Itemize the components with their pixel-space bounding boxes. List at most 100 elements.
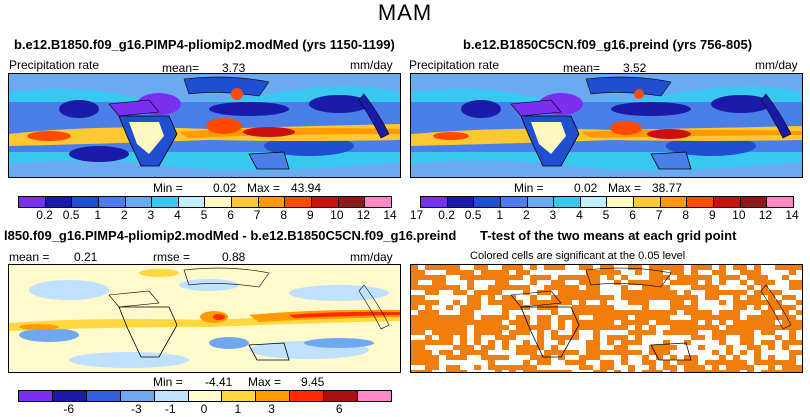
significant-cell (621, 350, 628, 355)
significant-cell (502, 305, 509, 310)
significant-cell (754, 325, 761, 330)
colorbar-swatch (222, 391, 257, 401)
significant-cell (635, 340, 642, 345)
significant-cell (796, 325, 802, 330)
significant-cell (488, 345, 495, 350)
significant-cell (726, 315, 733, 320)
significant-cell (516, 275, 523, 280)
significant-cell (691, 285, 698, 290)
significant-cell (705, 325, 712, 330)
significant-cell (733, 305, 740, 310)
significant-cell (418, 320, 425, 325)
significant-cell (474, 365, 481, 370)
significant-cell (411, 355, 418, 360)
units-top-right: mm/day (755, 58, 798, 72)
significant-cell (558, 355, 565, 360)
significant-cell (418, 350, 425, 355)
significant-cell (691, 330, 698, 335)
significant-cell (418, 295, 425, 300)
significant-cell (530, 265, 537, 270)
significant-cell (516, 330, 523, 335)
significant-cell (481, 345, 488, 350)
significant-cell (586, 265, 593, 270)
significant-cell (726, 330, 733, 335)
significant-cell (551, 345, 558, 350)
significant-cell (796, 265, 802, 270)
significant-cell (488, 300, 495, 305)
significant-cell (544, 265, 551, 270)
significant-cell (544, 305, 551, 310)
significant-cell (481, 325, 488, 330)
significant-cell (418, 355, 425, 360)
significant-cell (621, 320, 628, 325)
significant-cell (474, 295, 481, 300)
significant-cell (635, 335, 642, 340)
significant-cell (789, 340, 796, 345)
significant-cell (530, 325, 537, 330)
significant-cell (705, 280, 712, 285)
significant-cell (684, 280, 691, 285)
significant-cell (425, 290, 432, 295)
significant-cell (621, 335, 628, 340)
significant-cell (789, 320, 796, 325)
map-top-right (410, 73, 803, 178)
colorbar-tick-label: 3 (147, 208, 155, 222)
significant-cell (502, 275, 509, 280)
colorbar-swatch (285, 197, 313, 207)
significant-cell (698, 345, 705, 350)
significant-cell (565, 295, 572, 300)
significant-cell (565, 370, 572, 372)
significant-cell (558, 290, 565, 295)
significant-cell (782, 320, 789, 325)
significant-cell (789, 315, 796, 320)
significant-cell (607, 325, 614, 330)
significant-cell (663, 295, 670, 300)
significant-cell (649, 290, 656, 295)
significant-cell (446, 265, 453, 270)
significant-cell (712, 270, 719, 275)
significant-cell (670, 300, 677, 305)
significant-cell (726, 325, 733, 330)
significant-cell (516, 300, 523, 305)
significant-cell (684, 370, 691, 372)
significant-cell (754, 345, 761, 350)
significant-cell (677, 275, 684, 280)
significant-cell (544, 275, 551, 280)
significant-cell (796, 340, 802, 345)
significant-cell (446, 285, 453, 290)
significant-cell (467, 310, 474, 315)
significant-cell (698, 325, 705, 330)
significant-cell (502, 265, 509, 270)
significant-cell (460, 315, 467, 320)
significant-cell (733, 300, 740, 305)
significant-cell (628, 290, 635, 295)
significant-cell (481, 265, 488, 270)
significant-cell (733, 290, 740, 295)
significant-cell (495, 300, 502, 305)
significant-cell (488, 325, 495, 330)
significant-cell (544, 325, 551, 330)
significant-cell (656, 370, 663, 372)
max-value-bottom-left: 9.45 (301, 375, 325, 389)
significant-cell (460, 355, 467, 360)
significant-cell (593, 310, 600, 315)
colorbar-ticks-bottom-left: -6 -3 -1 0 1 3 6 (18, 402, 390, 416)
significant-cell (796, 350, 802, 355)
significant-cell (586, 270, 593, 275)
significant-cell (600, 270, 607, 275)
significant-cell (656, 290, 663, 295)
significant-cell (502, 355, 509, 360)
figure-title: MAM (377, 0, 433, 25)
significant-cell (593, 280, 600, 285)
significant-cell (600, 370, 607, 372)
significant-cell (789, 365, 796, 370)
significant-cell (446, 340, 453, 345)
significant-cell (467, 295, 474, 300)
significant-cell (691, 360, 698, 365)
significant-cell (761, 360, 768, 365)
significant-cell (614, 325, 621, 330)
significant-cell (712, 335, 719, 340)
significant-cell (740, 290, 747, 295)
significant-cell (418, 270, 425, 275)
significant-cell (614, 335, 621, 340)
